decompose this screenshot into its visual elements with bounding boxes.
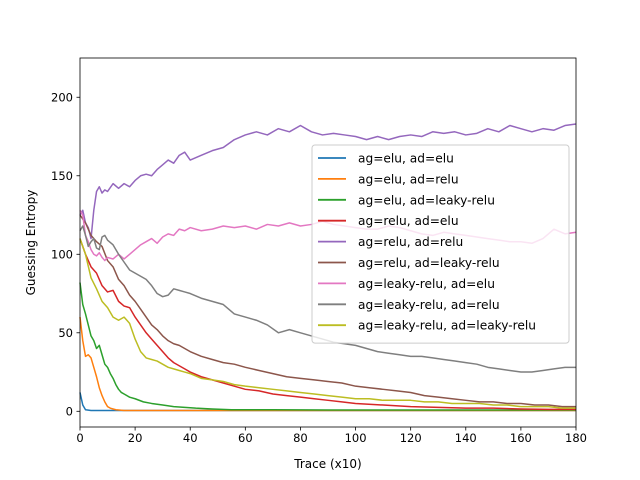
legend-entry: ag=relu, ad=relu — [358, 235, 463, 249]
y-tick-label: 50 — [58, 326, 73, 340]
series-line-5 — [79, 123, 577, 240]
legend: ag=elu, ad=elu ag=elu, ad=relu ag=elu, ad=… — [311, 144, 570, 344]
series-line-6 — [79, 214, 576, 408]
x-tick-label: 120 — [400, 431, 422, 445]
legend-box — [311, 144, 570, 344]
x-tick-label: 180 — [565, 431, 587, 445]
y-tick-label: 100 — [51, 247, 73, 261]
x-axis-ticks: 0 20 40 60 80 100 120 140 160 180 — [76, 427, 587, 445]
legend-entry: ag=elu, ad=elu — [358, 152, 454, 166]
series-line-2 — [79, 317, 576, 412]
legend-entry: ag=leaky-relu, ad=relu — [358, 298, 500, 312]
plot-frame — [79, 57, 577, 428]
legend-entry: ag=leaky-relu, ad=elu — [358, 277, 495, 291]
x-tick-label: 0 — [76, 431, 83, 445]
x-tick-label: 140 — [455, 431, 477, 445]
series-line-3 — [79, 282, 576, 411]
y-axis-label: Guessing Entropy — [24, 190, 38, 296]
y-tick-label: 150 — [51, 169, 73, 183]
legend-entry: ag=elu, ad=leaky-relu — [358, 193, 495, 207]
x-tick-label: 80 — [293, 431, 308, 445]
y-axis-ticks: 0 50 100 150 200 — [51, 90, 80, 418]
legend-entry: ag=relu, ad=elu — [358, 214, 459, 228]
x-axis-label: Trace (x10) — [293, 457, 361, 471]
legend-entry: ag=elu, ad=relu — [358, 172, 459, 186]
x-tick-label: 100 — [345, 431, 367, 445]
x-tick-label: 160 — [510, 431, 532, 445]
series-line-8 — [79, 225, 576, 373]
y-tick-label: 200 — [51, 90, 73, 104]
legend-entry: ag=leaky-relu, ad=leaky-relu — [358, 319, 536, 333]
series-line-9 — [79, 238, 576, 409]
legend-entry: ag=relu, ad=leaky-relu — [358, 256, 500, 270]
x-tick-label: 20 — [128, 431, 143, 445]
y-tick-label: 0 — [66, 404, 73, 418]
series-line-4 — [79, 238, 576, 411]
x-tick-label: 40 — [183, 431, 198, 445]
x-tick-label: 60 — [238, 431, 253, 445]
